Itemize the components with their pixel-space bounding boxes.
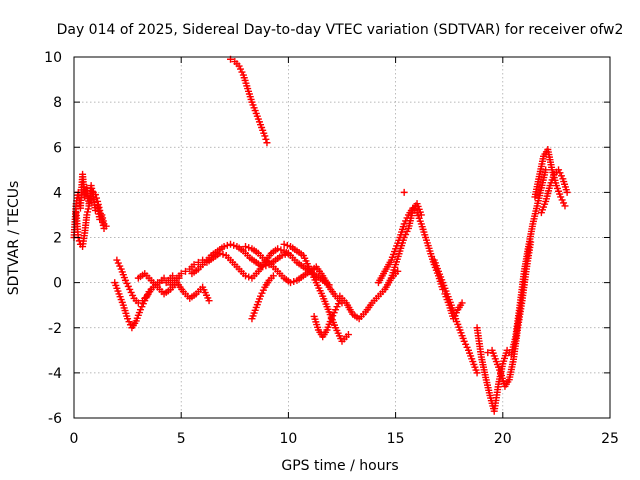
data-point-fill	[223, 241, 231, 249]
data-point-fill	[219, 250, 227, 258]
data-point	[242, 243, 250, 251]
series-arc-p	[400, 188, 408, 196]
data-point	[394, 267, 402, 275]
x-tick-label: 0	[70, 431, 79, 447]
data-point	[87, 193, 95, 201]
data-point	[280, 240, 288, 248]
data-point-fill	[230, 241, 238, 249]
data-point	[216, 249, 224, 257]
data-point	[205, 297, 213, 305]
data-point	[175, 274, 183, 282]
data-point-fill	[245, 273, 253, 281]
y-tick-label: 2	[53, 231, 62, 247]
data-point-fill	[277, 246, 285, 254]
series-arc-g	[203, 245, 333, 289]
data-point	[242, 272, 250, 280]
series-arc-i	[248, 272, 277, 323]
x-tick-label: 5	[177, 431, 186, 447]
data-point	[417, 211, 425, 219]
data-point	[542, 166, 550, 174]
y-tick-label: -4	[48, 366, 62, 382]
series-arc-t	[484, 238, 535, 390]
data-point	[400, 188, 408, 196]
data-point-fill	[262, 135, 270, 143]
data-point	[344, 331, 352, 339]
y-tick-label: 0	[53, 276, 62, 292]
data-point	[278, 252, 286, 260]
data-point	[181, 267, 189, 275]
data-point	[561, 202, 569, 210]
x-tick-label: 10	[279, 431, 297, 447]
x-tick-label: 20	[494, 431, 512, 447]
series-arc-o	[387, 200, 425, 282]
data-point	[269, 272, 277, 280]
data-points	[70, 55, 571, 415]
y-tick-label: 8	[53, 95, 62, 111]
data-point	[458, 299, 466, 307]
y-tick-label: 10	[44, 50, 62, 66]
data-point	[158, 276, 166, 284]
y-tick-label: 6	[53, 140, 62, 156]
series-arc-b	[72, 188, 108, 251]
x-tick-label: 25	[601, 431, 619, 447]
data-point	[287, 279, 295, 287]
y-tick-label: -6	[48, 411, 62, 427]
data-point	[194, 258, 202, 266]
data-point	[274, 245, 282, 253]
series-arc-r	[441, 290, 466, 323]
data-point	[169, 272, 177, 280]
y-axis-label: SDTVAR / TECUs	[6, 181, 22, 296]
data-point	[563, 188, 571, 196]
data-point-fill	[283, 241, 291, 249]
chart-title: Day 014 of 2025, Sidereal Day-to-day VTE…	[57, 22, 624, 38]
data-point	[473, 369, 481, 377]
data-point	[177, 270, 185, 278]
series-arc-d	[111, 274, 183, 332]
data-point	[527, 238, 535, 246]
series-arc-h	[242, 243, 346, 307]
data-point	[263, 139, 271, 147]
axis-ticks	[73, 56, 611, 419]
y-tick-labels: -6 -4 -2 0 2 4 6 8 10	[44, 50, 62, 427]
data-point	[220, 243, 228, 251]
data-point	[190, 261, 198, 269]
y-tick-label: -2	[48, 321, 62, 337]
data-point	[91, 191, 99, 199]
y-tick-label: 4	[53, 185, 62, 201]
series-arc-j	[280, 240, 352, 345]
data-point	[134, 299, 142, 307]
series-arc-k	[310, 297, 344, 341]
data-point-fill	[93, 194, 101, 202]
x-axis-label: GPS time / hours	[281, 458, 398, 474]
x-tick-labels: 0 5 10 15 20 25	[70, 431, 619, 447]
data-point	[162, 279, 170, 287]
series-arc-v	[537, 166, 571, 217]
data-point	[261, 132, 269, 140]
data-point	[100, 224, 108, 232]
series-arc-m	[227, 55, 271, 147]
data-point-fill	[290, 277, 298, 285]
series-arc-e	[134, 270, 213, 305]
data-point	[227, 240, 235, 248]
x-tick-label: 15	[387, 431, 405, 447]
data-point-fill	[245, 244, 253, 252]
